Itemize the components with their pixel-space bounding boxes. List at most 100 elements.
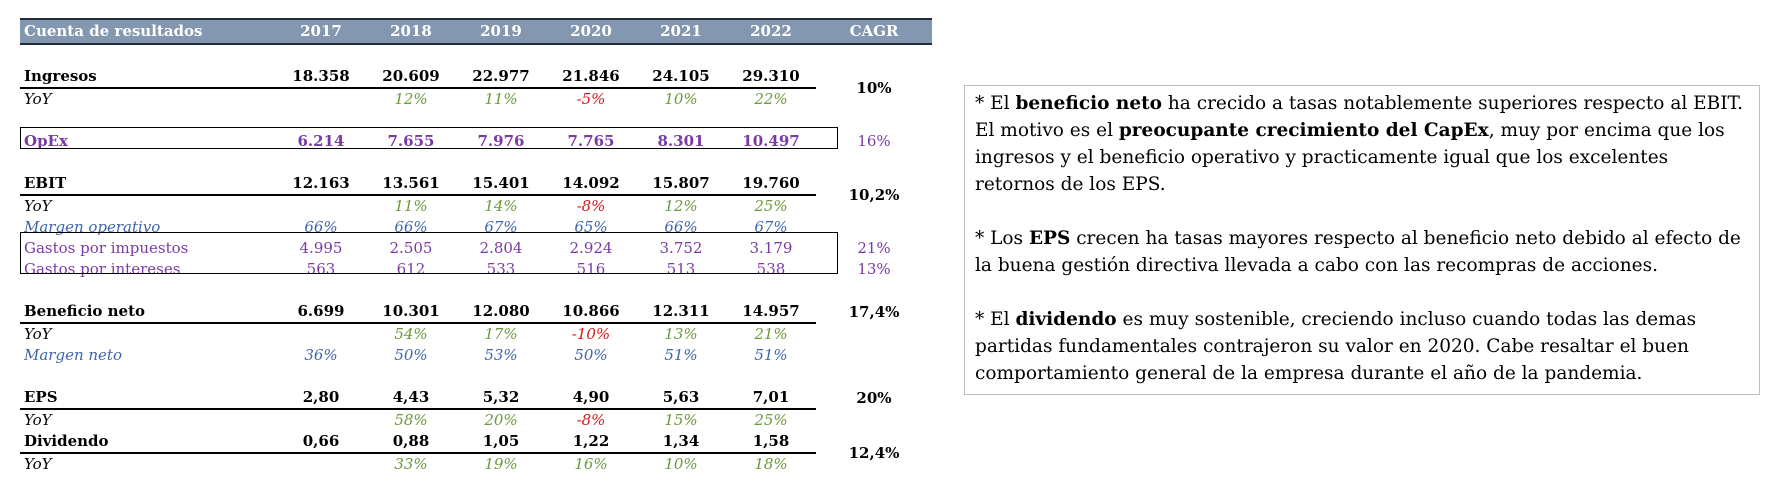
row-label: Dividendo bbox=[20, 431, 276, 454]
cell-value: 66% bbox=[664, 218, 698, 236]
cell-value: 563 bbox=[306, 260, 336, 278]
cell-value: 20.609 bbox=[366, 66, 456, 89]
row-beneficio-neto: Beneficio neto 6.699 10.301 12.080 10.86… bbox=[20, 301, 932, 324]
cell-value: 513 bbox=[666, 260, 696, 278]
row-ingresos: Ingresos 18.358 20.609 22.977 21.846 24.… bbox=[20, 66, 932, 97]
cell-value bbox=[276, 195, 366, 217]
row-margen-operativo: Margen operativo 66% 66% 67% 65% 66% 67% bbox=[20, 217, 932, 238]
cell-value: 3.179 bbox=[749, 239, 793, 257]
cell-value: 14.092 bbox=[546, 173, 636, 196]
cell-value: 58% bbox=[394, 411, 428, 429]
cagr-value: 10% bbox=[856, 78, 892, 97]
cell-value: 4.995 bbox=[299, 239, 343, 257]
cell-value: -8% bbox=[576, 197, 606, 215]
note-beneficio-neto: * El beneficio neto ha crecido a tasas n… bbox=[975, 93, 1744, 195]
cell-value: 7.765 bbox=[567, 132, 615, 150]
cell-value: 6.699 bbox=[276, 301, 366, 324]
cagr-value: 17,4% bbox=[848, 302, 900, 321]
cell-value: 18% bbox=[754, 455, 788, 473]
cell-value: 12% bbox=[394, 90, 428, 108]
cell-value: 6.214 bbox=[297, 132, 345, 150]
cell-value: 24.105 bbox=[636, 66, 726, 89]
row-ebit: EBIT 12.163 13.561 15.401 14.092 15.807 … bbox=[20, 173, 932, 204]
cell-value: 2.924 bbox=[569, 239, 613, 257]
cell-value: 21.846 bbox=[546, 66, 636, 89]
cell-value: 67% bbox=[484, 218, 518, 236]
cell-value: 3.752 bbox=[659, 239, 703, 257]
cell-value: 8.301 bbox=[657, 132, 705, 150]
cell-value: 533 bbox=[486, 260, 516, 278]
header-year: 2018 bbox=[366, 18, 456, 45]
cagr-value: 12,4% bbox=[848, 443, 900, 462]
cell-value: 10.301 bbox=[366, 301, 456, 324]
row-beneficio-yoy: YoY 54% 17% -10% 13% 21% bbox=[20, 323, 932, 345]
cell-value: 2.804 bbox=[479, 239, 523, 257]
cell-value: 54% bbox=[394, 325, 428, 343]
row-label: EPS bbox=[20, 387, 276, 410]
note-eps: * Los EPS crecen ha tasas mayores respec… bbox=[975, 228, 1741, 276]
row-eps: EPS 2,80 4,43 5,32 4,90 5,63 7,01 20% bbox=[20, 387, 932, 410]
row-label: Margen operativo bbox=[24, 218, 161, 236]
header-year: 2021 bbox=[636, 18, 726, 45]
cell-value: 1,05 bbox=[456, 431, 546, 454]
cell-value: 4,43 bbox=[366, 387, 456, 410]
cell-value: 67% bbox=[754, 218, 788, 236]
cell-value: 22.977 bbox=[456, 66, 546, 89]
income-statement-table: Cuenta de resultados 2017 2018 2019 2020… bbox=[20, 18, 932, 475]
row-ingresos-yoy: YoY 12% 11% -5% 10% 22% bbox=[20, 88, 932, 110]
cell-value bbox=[276, 453, 366, 475]
row-margen-neto: Margen neto 36% 50% 53% 50% 51% 51% bbox=[20, 345, 932, 366]
cagr-value: 20% bbox=[856, 388, 892, 407]
cell-value: 16% bbox=[574, 455, 608, 473]
cell-value: 11% bbox=[394, 197, 428, 215]
cell-value: 538 bbox=[756, 260, 786, 278]
cell-value: 50% bbox=[574, 346, 608, 364]
cell-value: 19% bbox=[484, 455, 518, 473]
cell-value: 2,80 bbox=[276, 387, 366, 410]
cell-value: 15% bbox=[664, 411, 698, 429]
cell-value: 2.505 bbox=[389, 239, 433, 257]
cell-value: 20% bbox=[484, 411, 518, 429]
row-dividendo-yoy: YoY 33% 19% 16% 10% 18% bbox=[20, 453, 932, 475]
cell-value: 33% bbox=[394, 455, 428, 473]
cell-value: 36% bbox=[304, 346, 338, 364]
cell-value: -10% bbox=[571, 325, 611, 343]
cell-value: 21% bbox=[754, 325, 788, 343]
row-ebit-yoy: YoY 11% 14% -8% 12% 25% bbox=[20, 195, 932, 217]
cell-value: 10% bbox=[664, 455, 698, 473]
cell-value: 13.561 bbox=[366, 173, 456, 196]
cell-value bbox=[276, 409, 366, 431]
cell-value: 5,63 bbox=[636, 387, 726, 410]
cell-value: 12% bbox=[664, 197, 698, 215]
row-gastos-impuestos: Gastos por impuestos 4.995 2.505 2.804 2… bbox=[20, 238, 932, 259]
row-label: YoY bbox=[24, 90, 52, 108]
cell-value: 0,66 bbox=[276, 431, 366, 454]
cell-value: 14.957 bbox=[726, 301, 816, 324]
header-label: Cuenta de resultados bbox=[20, 18, 276, 45]
row-label: OpEx bbox=[24, 132, 68, 150]
cell-value: 53% bbox=[484, 346, 518, 364]
cell-value: 51% bbox=[754, 346, 788, 364]
cell-value: 66% bbox=[394, 218, 428, 236]
cagr-value: 16% bbox=[857, 132, 891, 150]
cell-value: 65% bbox=[574, 218, 608, 236]
header-year: 2017 bbox=[276, 18, 366, 45]
row-gastos-intereses: Gastos por intereses 563 612 533 516 513… bbox=[20, 259, 932, 280]
row-label: YoY bbox=[24, 197, 52, 215]
commentary-box: * El beneficio neto ha crecido a tasas n… bbox=[964, 85, 1760, 395]
cell-value: 18.358 bbox=[276, 66, 366, 89]
cell-value: 50% bbox=[394, 346, 428, 364]
cell-value: 612 bbox=[396, 260, 426, 278]
header-year: 2022 bbox=[726, 18, 816, 45]
cell-value: 7,01 bbox=[726, 387, 816, 410]
row-label: Gastos por impuestos bbox=[24, 239, 189, 257]
cell-value: 12.311 bbox=[636, 301, 726, 324]
table-header-row: Cuenta de resultados 2017 2018 2019 2020… bbox=[20, 18, 932, 45]
row-label: Gastos por intereses bbox=[24, 260, 181, 278]
cell-value: 25% bbox=[754, 197, 788, 215]
cagr-value: 10,2% bbox=[848, 185, 900, 204]
cell-value: 11% bbox=[484, 90, 518, 108]
cell-value: 1,58 bbox=[726, 431, 816, 454]
cagr-value: 21% bbox=[857, 239, 891, 257]
cell-value: 7.976 bbox=[477, 132, 525, 150]
